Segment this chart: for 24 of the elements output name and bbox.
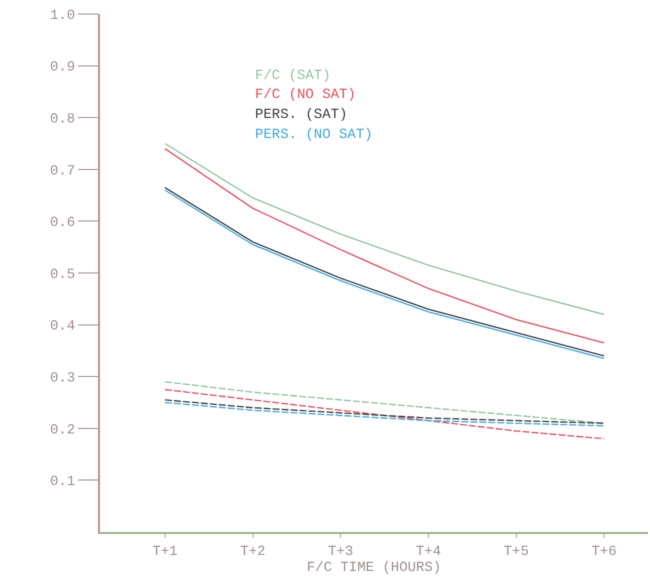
line-series bbox=[164, 388, 605, 440]
x-tick-label: T+3 bbox=[328, 544, 354, 560]
y-tick-label: 0.3 bbox=[50, 370, 76, 386]
x-tick-label: T+1 bbox=[152, 544, 178, 560]
y-tick-label: 0.4 bbox=[50, 318, 76, 335]
text: PERS. (SAT) bbox=[255, 107, 348, 123]
y-tick-label: 0.6 bbox=[50, 215, 76, 232]
text: F/C (NO SAT) bbox=[255, 87, 356, 103]
text: PERS. (NO SAT) bbox=[255, 127, 373, 143]
text: F/C (SAT) bbox=[255, 68, 331, 84]
y-tick-label: 0.8 bbox=[50, 112, 76, 128]
x-tick-label: T+5 bbox=[504, 544, 529, 560]
x-tick-label: T+6 bbox=[591, 544, 617, 560]
line-series bbox=[164, 142, 605, 316]
y-tick-label: 0.9 bbox=[50, 60, 76, 76]
y-tick-label: 0.5 bbox=[50, 266, 76, 283]
line-series bbox=[164, 148, 605, 344]
y-tick-label: 0.7 bbox=[50, 163, 76, 180]
y-tick-label: 1.0 bbox=[50, 8, 76, 24]
x-tick-label: T+4 bbox=[416, 544, 442, 560]
y-tick-label: 0.2 bbox=[50, 422, 76, 438]
x-axis-title: F/C TIME (HOURS) bbox=[306, 560, 442, 576]
x-tick-label: T+2 bbox=[240, 544, 266, 560]
y-tick-label: 0.1 bbox=[50, 474, 76, 490]
